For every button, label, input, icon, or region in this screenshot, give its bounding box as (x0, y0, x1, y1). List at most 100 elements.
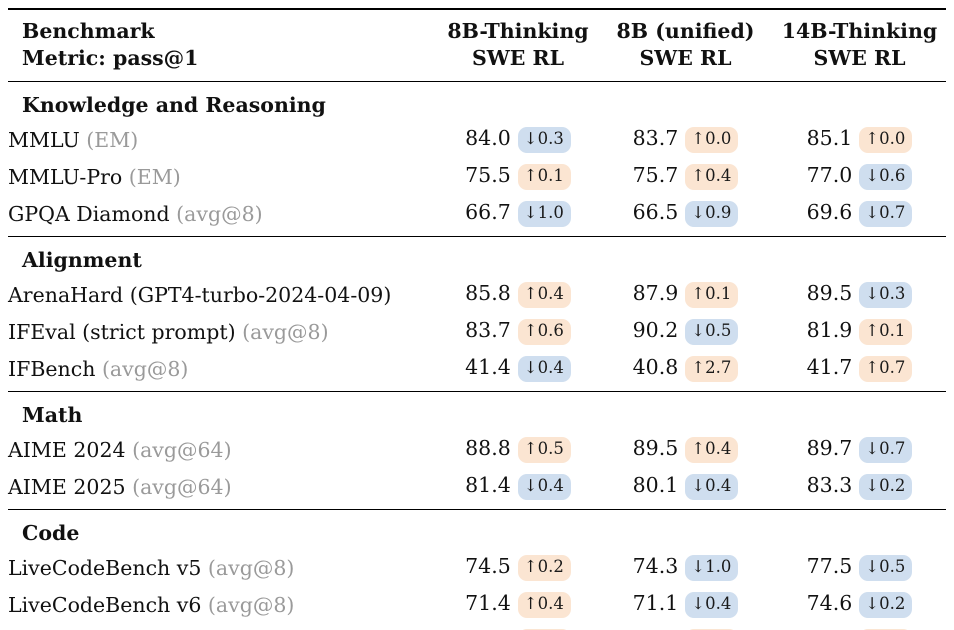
delta-badge: ↓0.6 (859, 164, 913, 190)
delta-badge: ↑0.0 (859, 127, 913, 153)
benchmark-name: GPQA Diamond (8, 201, 170, 226)
score-cell: 38.5↑5.2 (438, 623, 598, 630)
score-cell: 81.9 ↑0.1 (773, 313, 946, 350)
benchmark-name: AIME 2025 (8, 474, 126, 499)
score-value: 85.1 (806, 126, 853, 150)
delta-badge: ↑0.1 (517, 164, 571, 190)
score-value: 90.2 (632, 318, 679, 342)
score-value: 66.5 (632, 200, 679, 224)
column-header-8b-thinking: 8B-Thinking SWE RL (438, 9, 598, 82)
benchmark-name-cell: AIME 2025 (avg@64) (8, 468, 438, 510)
score-cell: 75.7 ↑0.4 (598, 158, 773, 195)
score-cell: 74.6 ↓0.2 (773, 586, 946, 623)
score-cell: 43.1↑3.5 (773, 623, 946, 630)
benchmark-name-cell: AIME 2024 (avg@64) (8, 431, 438, 468)
score-cell: 71.4 ↑0.4 (438, 586, 598, 623)
metric-note: (avg@8) (242, 319, 329, 344)
section-title: Knowledge and Reasoning (22, 93, 326, 117)
benchmark-name: MMLU-Pro (8, 164, 123, 189)
metric-note: (avg@64) (132, 474, 232, 499)
score-cell: 69.6 ↓0.7 (773, 195, 946, 237)
benchmark-label: Benchmark (22, 19, 155, 43)
delta-badge: ↑2.7 (685, 356, 739, 382)
delta-badge: ↑0.1 (859, 319, 913, 345)
benchmark-name: AIME 2024 (8, 437, 126, 462)
score-cell: 90.2 ↓0.5 (598, 313, 773, 350)
section-title: Alignment (8, 236, 946, 276)
score-cell: 77.5 ↓0.5 (773, 549, 946, 586)
delta-badge: ↓0.7 (859, 201, 913, 227)
score-value: 74.3 (632, 554, 679, 578)
table-row-arenahard: ArenaHard (GPT4-turbo-2024-04-09) 85.8 ↑0… (8, 276, 946, 313)
benchmark-name-cell: LiveCodeBench v6 (avg@8) (8, 586, 438, 623)
section-code: Code (8, 509, 946, 549)
score-cell: 75.5 ↑0.1 (438, 158, 598, 195)
score-value: 81.9 (806, 318, 853, 342)
delta-badge: ↓0.2 (859, 592, 913, 618)
score-cell: 40.8 ↑2.7 (598, 350, 773, 392)
delta-badge: ↓0.3 (859, 282, 913, 308)
score-cell: 80.1 ↓0.4 (598, 468, 773, 510)
score-cell: 66.7 ↓1.0 (438, 195, 598, 237)
score-value: 41.7 (806, 355, 853, 379)
metric-note: (avg@8) (207, 592, 295, 617)
delta-badge: ↑0.4 (517, 592, 571, 618)
score-value: 37.2 (633, 628, 679, 630)
table-header: Benchmark Metric: pass@1 8B-Thinking SWE… (8, 9, 946, 82)
section-alignment: Alignment (8, 236, 946, 276)
score-value: 77.0 (806, 163, 853, 187)
table-row-aime-2024: AIME 2024 (avg@64) 88.8 ↑0.5 89.5 ↑0.4 89.… (8, 431, 946, 468)
table-row-swe-bench-verified: SWE-bench Verified (avg@4) 38.5↑5.2 37.2… (8, 623, 946, 630)
metric-note: (avg@8) (101, 356, 189, 381)
benchmark-results-table: Benchmark Metric: pass@1 8B-Thinking SWE… (8, 8, 946, 630)
benchmark-name-cell: IFBench (avg@8) (8, 350, 438, 392)
benchmark-name: IFEval (strict prompt) (8, 319, 236, 344)
score-cell: 89.5 ↓0.3 (773, 276, 946, 313)
section-knowledge-and-reasoning: Knowledge and Reasoning (8, 82, 946, 122)
score-value: 83.7 (465, 318, 511, 342)
benchmark-name: MMLU (8, 127, 80, 152)
delta-badge: ↓0.5 (685, 319, 739, 345)
benchmark-name: LiveCodeBench v5 (8, 555, 202, 580)
score-value: 66.7 (465, 200, 511, 224)
column-header-8b-unified: 8B (unified) SWE RL (598, 9, 773, 82)
score-value: 83.3 (806, 473, 853, 497)
score-value: 80.1 (632, 473, 679, 497)
score-value: 89.7 (806, 436, 853, 460)
score-value: 71.1 (632, 591, 679, 615)
model-variant: SWE RL (813, 46, 906, 70)
header-row: Benchmark Metric: pass@1 8B-Thinking SWE… (8, 9, 946, 82)
benchmark-name-cell: ArenaHard (GPT4-turbo-2024-04-09) (8, 276, 438, 313)
benchmark-name: LiveCodeBench v6 (8, 592, 202, 617)
table-row-mmlu: MMLU (EM) 84.0 ↓0.3 83.7 ↑0.0 85.1 ↑0.0 (8, 121, 946, 158)
benchmark-name-cell: MMLU (EM) (8, 121, 438, 158)
score-cell: 88.8 ↑0.5 (438, 431, 598, 468)
score-cell: 83.3 ↓0.2 (773, 468, 946, 510)
score-cell: 81.4 ↓0.4 (438, 468, 598, 510)
delta-badge: ↓0.2 (859, 474, 913, 500)
delta-badge: ↑0.0 (685, 127, 739, 153)
table-row-mmlu-pro: MMLU-Pro (EM) 75.5 ↑0.1 75.7 ↑0.4 77.0 ↓0.6 (8, 158, 946, 195)
score-cell: 41.7 ↑0.7 (773, 350, 946, 392)
column-header-14b-thinking: 14B-Thinking SWE RL (773, 9, 946, 82)
score-cell: 71.1 ↓0.4 (598, 586, 773, 623)
score-cell: 41.4 ↓0.4 (438, 350, 598, 392)
delta-badge: ↓0.4 (685, 592, 739, 618)
score-value: 84.0 (465, 126, 511, 150)
metric-note: (avg@64) (132, 437, 232, 462)
delta-badge: ↓0.3 (517, 127, 571, 153)
score-value: 87.9 (632, 281, 679, 305)
metric-note: (avg@8) (176, 201, 263, 226)
delta-badge: ↓0.4 (517, 474, 571, 500)
section-title: Code (8, 509, 946, 549)
score-value: 71.4 (465, 591, 511, 615)
delta-badge: ↓1.0 (517, 201, 571, 227)
delta-badge: ↑0.4 (517, 282, 571, 308)
score-value: 89.5 (632, 436, 679, 460)
metric-note: (avg@8) (207, 555, 295, 580)
score-value: 75.5 (465, 163, 511, 187)
score-value: 74.6 (806, 591, 853, 615)
score-cell: 37.2↑5.6 (598, 623, 773, 630)
delta-badge: ↑0.5 (517, 437, 571, 463)
metric-label: Metric: pass@1 (22, 46, 199, 70)
